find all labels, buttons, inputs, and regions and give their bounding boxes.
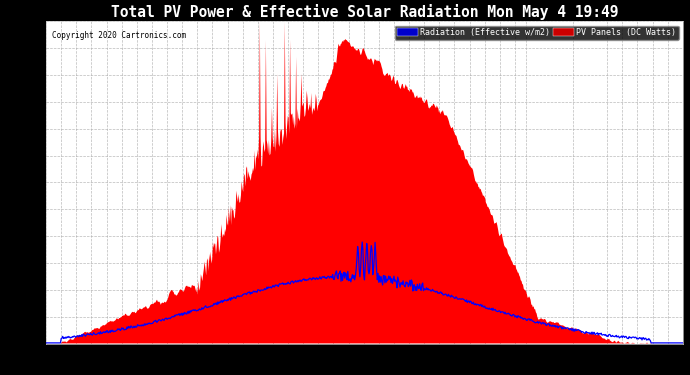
Legend: Radiation (Effective w/m2), PV Panels (DC Watts): Radiation (Effective w/m2), PV Panels (D… (395, 26, 679, 39)
Title: Total PV Power & Effective Solar Radiation Mon May 4 19:49: Total PV Power & Effective Solar Radiati… (110, 4, 618, 20)
Text: Copyright 2020 Cartronics.com: Copyright 2020 Cartronics.com (52, 31, 186, 40)
